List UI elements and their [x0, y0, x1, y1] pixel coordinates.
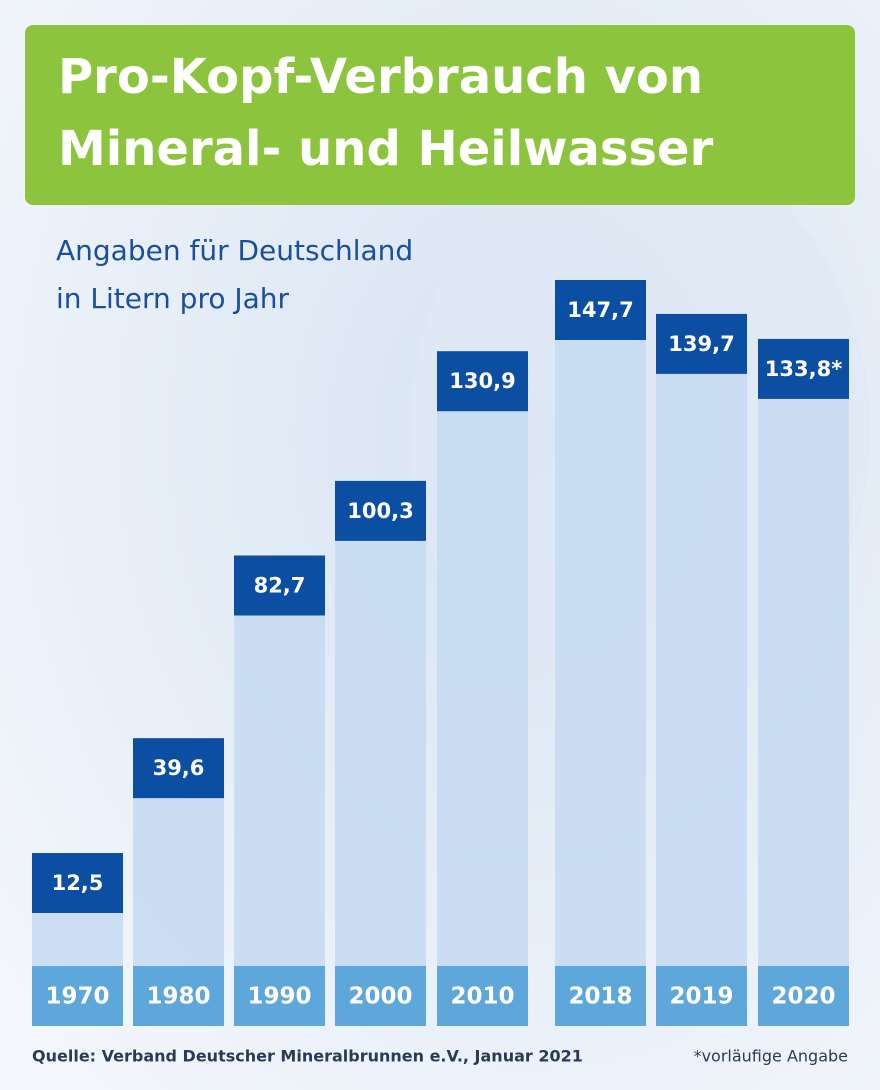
category-box — [437, 966, 528, 1026]
bar — [656, 373, 747, 966]
bar — [437, 411, 528, 966]
value-label-box — [133, 738, 224, 799]
x-tick-label: 2000 — [348, 984, 412, 1010]
value-label-box — [437, 351, 528, 412]
bar — [335, 540, 426, 966]
x-tick-label: 2019 — [669, 984, 733, 1010]
value-label: 12,5 — [52, 871, 104, 895]
category-box — [335, 966, 426, 1026]
title-box — [25, 25, 855, 205]
value-label-box — [335, 480, 426, 541]
x-tick-label: 2010 — [450, 984, 514, 1010]
x-tick-label: 1990 — [247, 984, 311, 1010]
value-label-box — [656, 313, 747, 374]
bar — [555, 340, 646, 966]
bar — [32, 913, 123, 966]
x-tick-label: 1970 — [45, 984, 109, 1010]
value-label-box — [555, 280, 646, 340]
bar — [234, 615, 325, 966]
footnote: *vorläufige Angabe — [694, 1047, 848, 1066]
bar — [133, 798, 224, 966]
value-label-box — [758, 338, 849, 399]
value-label: 133,8* — [765, 357, 842, 381]
bar — [758, 398, 849, 966]
category-box — [758, 966, 849, 1026]
subtitle: in Litern pro Jahr — [56, 282, 290, 315]
value-label: 39,6 — [153, 756, 205, 780]
value-label-box — [234, 555, 325, 616]
category-box — [656, 966, 747, 1026]
value-label: 147,7 — [567, 298, 633, 322]
category-box — [133, 966, 224, 1026]
source: Quelle: Verband Deutscher Mineralbrunnen… — [32, 1047, 583, 1066]
category-box — [234, 966, 325, 1026]
value-label-box — [32, 853, 123, 914]
value-label: 139,7 — [668, 332, 734, 356]
value-label: 100,3 — [347, 499, 413, 523]
subtitle: Angaben für Deutschland — [56, 234, 413, 267]
chart-title: Pro-Kopf-Verbrauch von — [58, 49, 703, 105]
chart-title: Mineral- und Heilwasser — [58, 121, 714, 177]
category-box — [32, 966, 123, 1026]
value-label: 82,7 — [254, 573, 306, 597]
x-tick-label: 2018 — [568, 984, 632, 1010]
value-label: 130,9 — [449, 369, 515, 393]
x-tick-label: 2020 — [771, 984, 835, 1010]
x-tick-label: 1980 — [146, 984, 210, 1010]
category-box — [555, 966, 646, 1026]
